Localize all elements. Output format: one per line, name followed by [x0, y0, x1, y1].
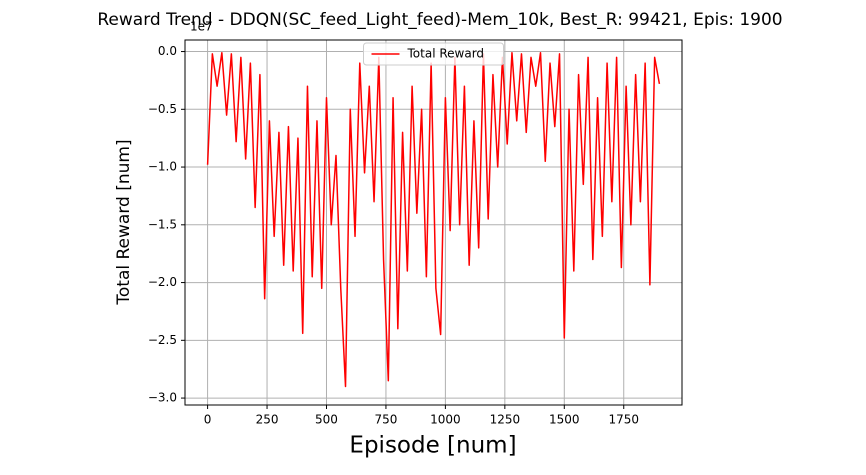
y-tick-label: −1.0 [148, 160, 177, 174]
x-tick-label: 1750 [608, 413, 639, 427]
y-tick-label: −3.0 [148, 391, 177, 405]
chart-title: Reward Trend - DDQN(SC_feed_Light_feed)-… [97, 10, 782, 30]
y-tick-label: −1.5 [148, 217, 177, 231]
series-line [206, 51, 661, 388]
x-tick-label: 1000 [430, 413, 461, 427]
x-tick-label: 500 [315, 413, 338, 427]
x-tick-label: 1500 [549, 413, 580, 427]
x-tick-label: 750 [374, 413, 397, 427]
y-tick-label: 0.0 [158, 44, 177, 58]
y-offset-label: 1e7 [190, 20, 213, 34]
y-tick-label: −0.5 [148, 102, 177, 116]
y-tick-label: −2.5 [148, 333, 177, 347]
legend-box [363, 42, 504, 66]
y-tick-label: −2.0 [148, 275, 177, 289]
y-axis-label: Total Reward [num] [114, 139, 134, 305]
x-tick-label: 1250 [490, 413, 521, 427]
legend-label: Total Reward [407, 47, 485, 61]
plot-frame [184, 39, 683, 406]
x-tick-label: 250 [256, 413, 279, 427]
x-axis-label: Episode [num] [349, 433, 516, 459]
x-tick-label: 0 [204, 413, 212, 427]
